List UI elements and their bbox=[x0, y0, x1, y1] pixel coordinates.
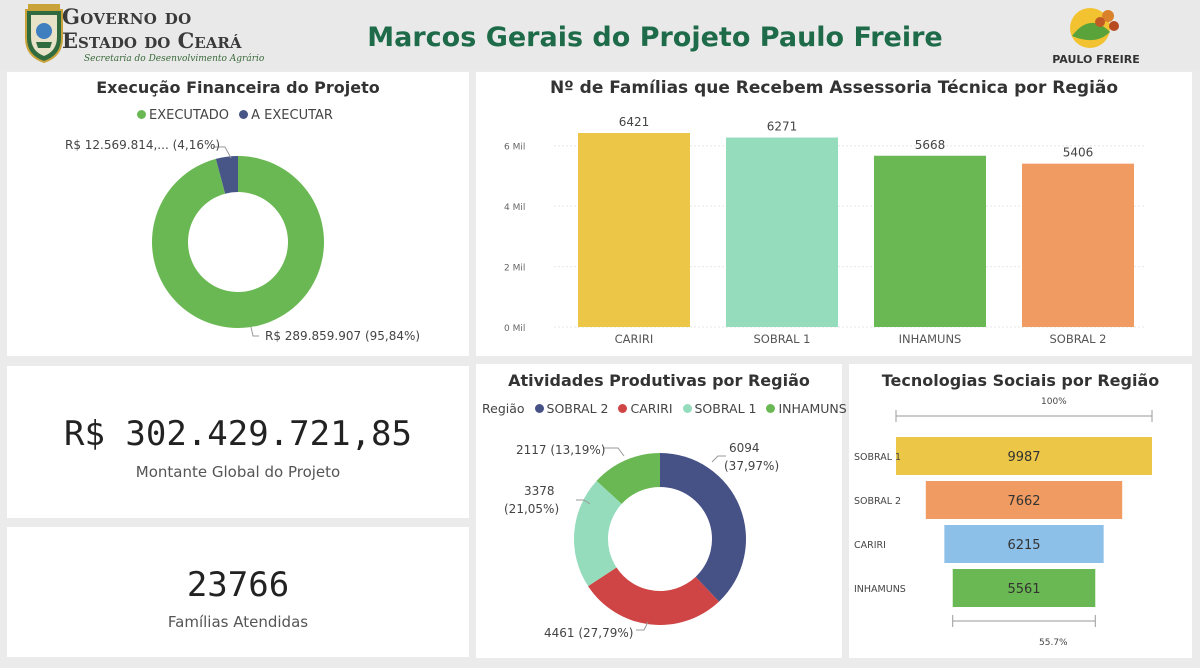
legend-dot-icon bbox=[766, 404, 776, 413]
legend-item-executado[interactable]: EXECUTADO bbox=[137, 108, 229, 123]
label-sobral2-value: 6094 bbox=[729, 441, 760, 455]
legend-item-sobral1[interactable]: SOBRAL 1 bbox=[682, 401, 757, 416]
funnel-bar-cariri[interactable] bbox=[944, 525, 1104, 563]
donut-slice-sobral-1[interactable] bbox=[574, 480, 622, 587]
financial-execution-title: Execução Financeira do Projeto bbox=[96, 78, 380, 97]
families-served-card: 23766 Famílias Atendidas bbox=[7, 527, 469, 657]
social-tech-funnel-chart: 9987 SOBRAL 1 7662 SOBRAL 2 6215 CARIRI 5561 IN… bbox=[854, 410, 1153, 627]
label-a-executar: R$ 12.569.814,... (4,16%) bbox=[65, 138, 221, 152]
financial-donut-chart bbox=[152, 146, 325, 337]
families-by-region-title: Nº de Famílias que Recebem Assessoria Té… bbox=[549, 78, 1119, 98]
bar-value-label: 6271 bbox=[767, 120, 798, 134]
funnel-bottom-pct: 55.7% bbox=[1039, 638, 1068, 648]
families-bar-chart: 0 Mil 2 Mil 4 Mil 6 Mil 6421 CARIRI 6271 SOBRAL… bbox=[504, 115, 1146, 346]
ceara-coat-of-arms-icon bbox=[25, 4, 63, 64]
header-bar: Governo do Estado do Ceará Secretaria do… bbox=[0, 0, 1200, 70]
funnel-bar-inhamuns[interactable] bbox=[952, 569, 1096, 607]
bar-value-label: 6421 bbox=[619, 115, 650, 129]
label-inhamuns: 2117 (13,19%) bbox=[516, 443, 606, 457]
funnel-category-label: SOBRAL 2 bbox=[854, 496, 901, 507]
gov-secretaria: Secretaria do Desenvolvimento Agrário bbox=[84, 54, 265, 64]
leader-line bbox=[711, 455, 726, 463]
gov-name-line1: Governo do bbox=[62, 4, 192, 29]
bar-cariri[interactable] bbox=[578, 133, 690, 327]
legend-label: EXECUTADO bbox=[149, 108, 229, 123]
y-tick-label: 0 Mil bbox=[504, 324, 525, 334]
x-tick-label: CARIRI bbox=[615, 332, 654, 346]
legend-dot-icon bbox=[682, 404, 692, 413]
legend-item-inhamuns[interactable]: INHAMUNS bbox=[766, 401, 847, 416]
paulo-freire-logo-text: PAULO FREIRE bbox=[1052, 53, 1140, 66]
activities-donut-chart bbox=[574, 447, 746, 631]
legend-label: INHAMUNS bbox=[778, 401, 847, 416]
families-served-value: 23766 bbox=[186, 565, 290, 605]
global-amount-label: Montante Global do Projeto bbox=[135, 463, 341, 481]
donut-slice-inhamuns[interactable] bbox=[596, 453, 660, 504]
x-tick-label: SOBRAL 1 bbox=[753, 332, 810, 346]
label-sobral2-pct: (37,97%) bbox=[724, 459, 780, 473]
y-tick-label: 2 Mil bbox=[504, 264, 525, 274]
y-tick-label: 4 Mil bbox=[504, 203, 525, 213]
x-tick-label: SOBRAL 2 bbox=[1049, 332, 1106, 346]
leader-line bbox=[250, 326, 259, 337]
label-sobral1-pct: (21,05%) bbox=[504, 502, 560, 516]
donut-slice-sobral-2[interactable] bbox=[660, 453, 746, 602]
x-tick-label: INHAMUNS bbox=[899, 332, 962, 346]
bar-sobral-2[interactable] bbox=[1022, 163, 1134, 327]
financial-legend: EXECUTADO A EXECUTAR bbox=[137, 108, 339, 123]
productive-activities-title: Atividades Produtivas por Região bbox=[508, 371, 810, 390]
legend-label: SOBRAL 2 bbox=[546, 401, 609, 416]
legend-label: CARIRI bbox=[630, 401, 673, 416]
legend-item-cariri[interactable]: CARIRI bbox=[618, 401, 673, 416]
funnel-value-label: 6215 bbox=[1007, 538, 1040, 553]
donut-slice-a-executar[interactable] bbox=[215, 156, 238, 194]
legend-item-a-executar[interactable]: A EXECUTAR bbox=[239, 108, 333, 123]
funnel-bar-sobral-2[interactable] bbox=[925, 481, 1123, 519]
gov-name-line2: Estado do Ceará bbox=[62, 28, 242, 53]
social-tech-card: Tecnologias Sociais por Região 9987 SOBRA… bbox=[849, 364, 1192, 658]
bar-sobral-1[interactable] bbox=[726, 137, 838, 327]
funnel-value-label: 7662 bbox=[1007, 494, 1040, 509]
funnel-value-label: 5561 bbox=[1007, 582, 1040, 597]
leader-line bbox=[636, 621, 649, 631]
funnel-category-label: CARIRI bbox=[854, 540, 886, 551]
label-executado: R$ 289.859.907 (95,84%) bbox=[265, 329, 421, 343]
legend-item-sobral2[interactable]: SOBRAL 2 bbox=[534, 401, 609, 416]
legend-title: Região bbox=[482, 401, 525, 416]
legend-label: SOBRAL 1 bbox=[694, 401, 757, 416]
bar-inhamuns[interactable] bbox=[874, 155, 986, 327]
label-sobral1-value: 3378 bbox=[524, 484, 555, 498]
paulo-freire-logo-icon bbox=[1070, 8, 1119, 48]
social-tech-title: Tecnologias Sociais por Região bbox=[881, 371, 1160, 390]
global-amount-card: R$ 302.429.721,85 Montante Global do Pro… bbox=[7, 366, 469, 518]
leader-line bbox=[576, 499, 591, 505]
donut-slice-cariri[interactable] bbox=[588, 567, 719, 625]
legend-dot-icon bbox=[239, 110, 249, 119]
legend-dot-icon bbox=[618, 404, 628, 413]
activities-legend: Região SOBRAL 2 CARIRI SOBRAL 1 INHAMUNS bbox=[482, 401, 853, 416]
global-amount-value: R$ 302.429.721,85 bbox=[64, 414, 412, 454]
funnel-category-label: SOBRAL 1 bbox=[854, 452, 901, 463]
funnel-value-label: 9987 bbox=[1007, 450, 1040, 465]
funnel-top-pct: 100% bbox=[1041, 397, 1067, 407]
donut-slice-executado[interactable] bbox=[152, 156, 325, 328]
y-tick-label: 6 Mil bbox=[504, 143, 525, 153]
leader-line bbox=[213, 146, 232, 159]
financial-execution-card: Execução Financeira do Projeto EXECUTADO… bbox=[7, 72, 469, 356]
label-cariri: 4461 (27,79%) bbox=[544, 626, 634, 640]
productive-activities-card: Atividades Produtivas por Região Região … bbox=[476, 364, 847, 658]
leader-line bbox=[604, 447, 625, 457]
legend-dot-icon bbox=[534, 404, 544, 413]
page-title: Marcos Gerais do Projeto Paulo Freire bbox=[367, 22, 943, 53]
legend-dot-icon bbox=[137, 110, 146, 119]
families-served-label: Famílias Atendidas bbox=[167, 613, 309, 631]
bar-value-label: 5406 bbox=[1063, 146, 1094, 160]
legend-label: A EXECUTAR bbox=[251, 108, 333, 123]
bar-value-label: 5668 bbox=[915, 138, 946, 152]
funnel-category-label: INHAMUNS bbox=[854, 584, 906, 595]
families-by-region-card: Nº de Famílias que Recebem Assessoria Té… bbox=[476, 72, 1192, 356]
funnel-bar-sobral-1[interactable] bbox=[896, 437, 1152, 475]
